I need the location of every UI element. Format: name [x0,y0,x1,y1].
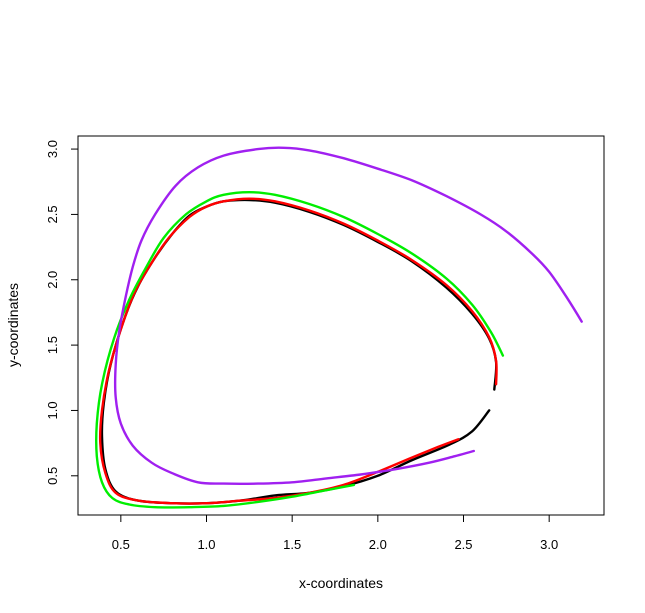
y-axis-title: y-coordinates [5,283,21,367]
x-tick-label: 2.5 [454,537,472,552]
y-tick-label: 3.0 [45,140,60,158]
series-line-3 [95,191,505,509]
y-tick-label: 2.5 [45,205,60,223]
y-tick-label: 1.5 [45,336,60,354]
y-axis: 0.5 1.0 1.5 2.0 2.5 3.0 [45,140,79,485]
x-axis-title: x-coordinates [299,575,383,591]
x-tick-label: 1.5 [283,537,301,552]
x-axis: 0.5 1.0 1.5 2.0 2.5 3.0 [112,514,558,552]
series-line-4 [113,146,583,486]
x-tick-label: 2.0 [369,537,387,552]
x-tick-label: 0.5 [112,537,130,552]
y-tick-label: 2.0 [45,271,60,289]
plot-frame [77,135,605,516]
x-tick-label: 1.0 [197,537,215,552]
series-layer [95,146,583,509]
y-tick-label: 0.5 [45,467,60,485]
x-tick-label: 3.0 [540,537,558,552]
series-line-1 [100,198,498,505]
y-tick-label: 1.0 [45,401,60,419]
